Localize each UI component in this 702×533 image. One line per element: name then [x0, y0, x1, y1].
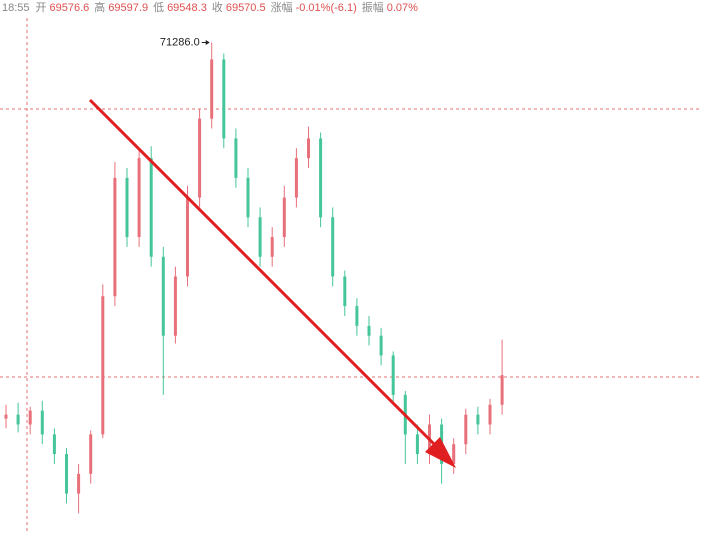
candle-body: [40, 410, 44, 435]
header-value: 69548.3: [167, 2, 207, 14]
candle-body: [137, 158, 141, 238]
candle-body: [101, 296, 105, 435]
header-label: 开: [36, 2, 47, 14]
candle-body: [65, 454, 68, 494]
candle-body: [307, 138, 310, 159]
header-value: 0.07%: [387, 2, 418, 14]
header-label: 振幅: [362, 0, 384, 14]
candle-body: [282, 197, 286, 238]
candle-body: [210, 59, 214, 119]
candle-body: [500, 375, 504, 405]
candle-body: [234, 138, 238, 178]
candle-body: [4, 414, 8, 419]
candle-body: [258, 217, 262, 257]
header-label: 低: [153, 1, 164, 14]
candle-body: [294, 158, 298, 198]
candle-body: [173, 276, 177, 336]
candle-body: [149, 158, 153, 257]
header-value: 69597.9: [108, 2, 148, 14]
candle-body: [28, 410, 32, 425]
candle-body: [452, 444, 456, 464]
candle-body: [331, 217, 335, 277]
header-label: 18:55: [2, 2, 30, 14]
header-value: -0.01%(-6.1): [296, 2, 357, 14]
candle-body: [319, 138, 323, 218]
header-label: 涨幅: [271, 1, 293, 14]
candle-body: [89, 434, 93, 474]
max-annotation-arrowhead: [205, 39, 210, 45]
candle-body: [464, 414, 468, 445]
trend-arrow: [88, 98, 442, 452]
header-label: 收: [212, 0, 223, 14]
candle-body: [270, 237, 274, 257]
candle-body: [343, 276, 347, 307]
candle-body: [367, 325, 371, 336]
candle-body: [488, 404, 492, 425]
max-annotation: 71286.0: [160, 36, 200, 48]
header: 18:55 开 69576.6 高 69597.9 低 69548.3 收 69570.5 涨幅 -…: [2, 0, 418, 14]
candle-body: [125, 177, 129, 238]
candle-body: [186, 197, 189, 277]
candle-body: [16, 414, 20, 425]
header-label: 高: [94, 0, 105, 14]
candle-body: [52, 434, 56, 455]
candle-body: [391, 355, 395, 395]
candles: [4, 42, 504, 514]
candle-body: [198, 118, 202, 198]
trend-arrowhead: [425, 437, 456, 468]
header-value: 69570.5: [226, 2, 266, 14]
candle-body: [113, 177, 117, 297]
candle-body: [77, 473, 81, 494]
candle-body: [476, 414, 480, 425]
candle-body: [379, 335, 383, 356]
header-value: 69576.6: [50, 2, 90, 14]
candle-body: [222, 59, 226, 139]
candle-body: [246, 177, 250, 218]
candle-body: [355, 306, 359, 326]
candle-body: [415, 434, 419, 455]
candle-body: [161, 256, 165, 336]
